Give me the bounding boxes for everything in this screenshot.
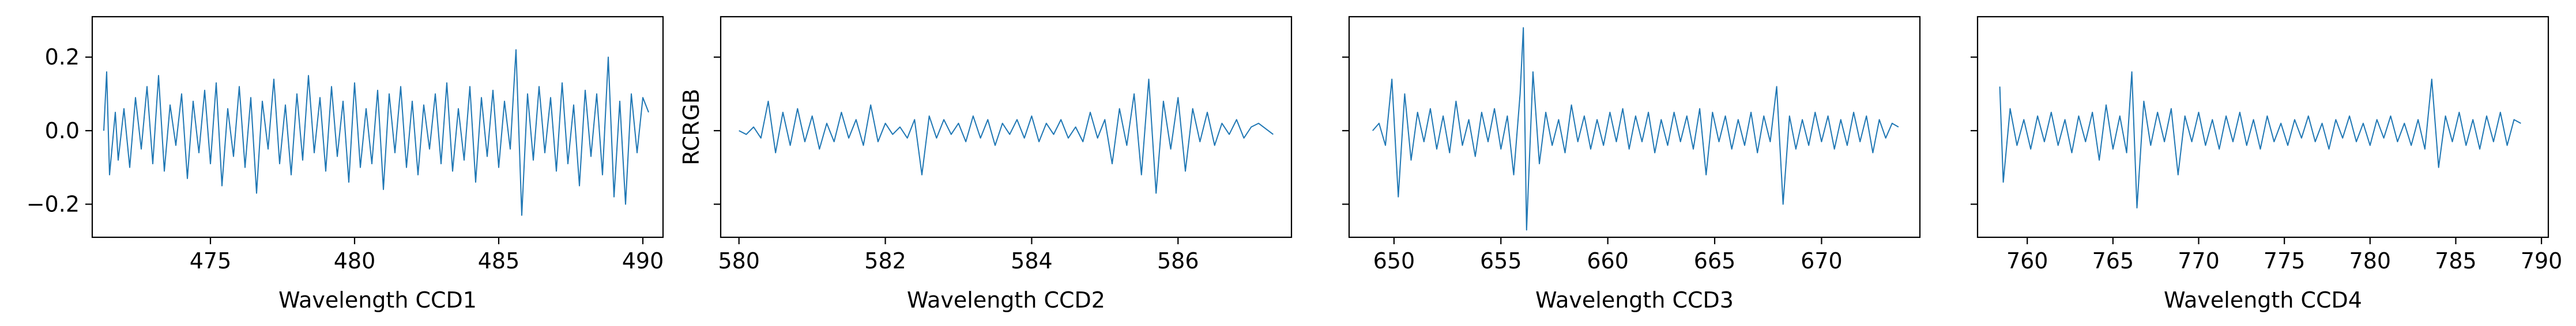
x-tick-label: 765 xyxy=(2092,248,2134,274)
x-tick-label: 650 xyxy=(1373,248,1415,274)
x-tick-label: 760 xyxy=(2006,248,2048,274)
x-axis-label-4: Wavelength CCD4 xyxy=(2164,287,2362,313)
y-axis-label-2: RCRGB xyxy=(679,89,704,165)
x-tick-label: 475 xyxy=(190,248,232,274)
x-tick-label: 655 xyxy=(1480,248,1522,274)
series-line-1 xyxy=(103,49,649,216)
x-axis-label-1: Wavelength CCD1 xyxy=(278,287,477,313)
x-tick-label: 775 xyxy=(2264,248,2306,274)
panel-3: 650 655 660 665 670 Wavelength CCD3 xyxy=(1342,16,1921,313)
series-line-2 xyxy=(739,78,1274,194)
x-tick-label: 660 xyxy=(1587,248,1629,274)
panel-4: 760 765 770 775 780 785 790 Wavelength CCD4 xyxy=(1971,16,2563,313)
axes-frame-3 xyxy=(1348,16,1921,238)
x-tick-label: 584 xyxy=(1011,248,1053,274)
axes-frame-4 xyxy=(1976,16,2549,238)
x-tick-label: 490 xyxy=(622,248,664,274)
x-tick-label: 580 xyxy=(718,248,760,274)
x-tick-label: 586 xyxy=(1157,248,1199,274)
x-tick-label: 790 xyxy=(2521,248,2563,274)
x-tick-label: 670 xyxy=(1801,248,1843,274)
series-line-4 xyxy=(1999,71,2521,209)
panel-2: 580 582 584 586 Wavelength CCD2 RCRGB xyxy=(679,16,1293,313)
x-tick-label: 785 xyxy=(2435,248,2477,274)
y-tick-label: −0.2 xyxy=(27,192,80,217)
x-axis-label-3: Wavelength CCD3 xyxy=(1535,287,1734,313)
x-tick-label: 485 xyxy=(478,248,520,274)
axes-frame-1 xyxy=(91,16,664,238)
x-tick-label: 770 xyxy=(2178,248,2220,274)
axes-frame-2 xyxy=(720,16,1293,238)
y-tick-label: 0.2 xyxy=(45,44,80,70)
x-axis-label-2: Wavelength CCD2 xyxy=(907,287,1105,313)
x-tick-label: 665 xyxy=(1694,248,1736,274)
series-line-3 xyxy=(1372,27,1899,231)
x-tick-label: 780 xyxy=(2349,248,2392,274)
panel-1: 475 480 485 490 −0.2 0.0 0.2 Wavelength CCD1 xyxy=(27,16,664,313)
x-tick-label: 582 xyxy=(864,248,906,274)
x-tick-label: 480 xyxy=(334,248,376,274)
y-tick-label: 0.0 xyxy=(45,118,80,143)
